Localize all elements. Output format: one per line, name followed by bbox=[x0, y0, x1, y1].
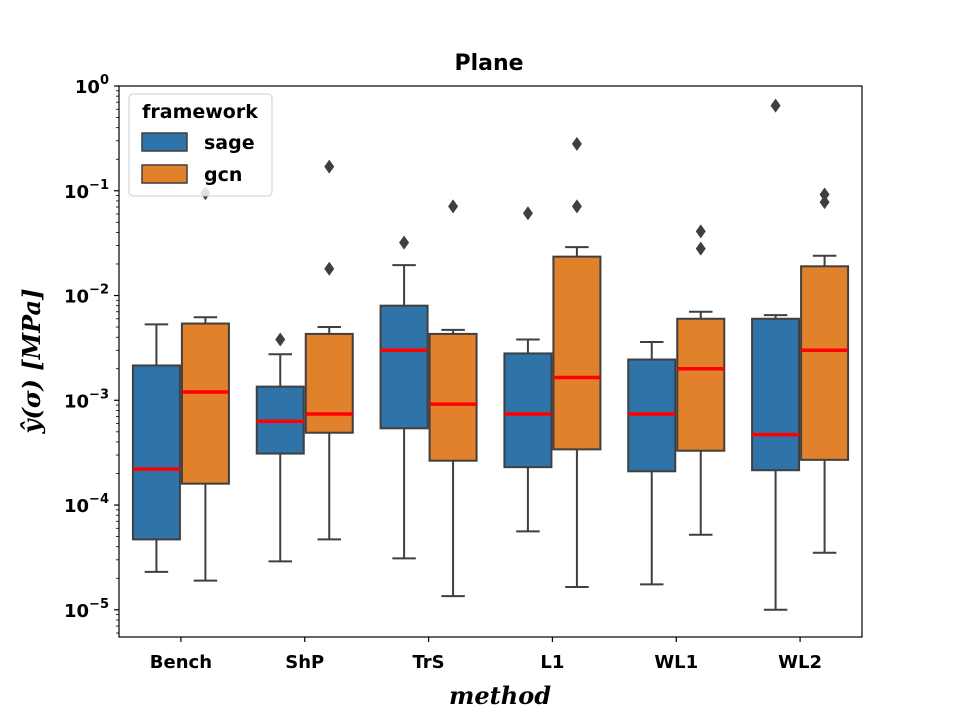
x-tick-label-trs: TrS bbox=[413, 652, 445, 673]
legend-label-sage: sage bbox=[204, 132, 255, 154]
outlier-sage-l1-0 bbox=[522, 206, 533, 221]
plot-area bbox=[131, 98, 850, 611]
y-tick-label: 100 bbox=[75, 73, 109, 98]
y-axis-label: ŷ(σ) [MPa] bbox=[17, 289, 46, 435]
box-sage-bench bbox=[131, 364, 181, 541]
outlier-gcn-shp-1 bbox=[324, 159, 335, 174]
outlier-gcn-l1-1 bbox=[571, 136, 582, 151]
plot-frame bbox=[118, 85, 863, 638]
y-tick-label: 10−3 bbox=[64, 387, 109, 412]
outlier-gcn-l1-0 bbox=[571, 199, 582, 214]
outlier-gcn-wl1-0 bbox=[695, 241, 706, 256]
outlier-sage-wl2-0 bbox=[770, 98, 781, 113]
y-tick-label: 10−1 bbox=[64, 178, 109, 203]
box-gcn-trs bbox=[428, 332, 478, 462]
legend-swatch-gcn bbox=[141, 164, 188, 184]
legend-label-gcn: gcn bbox=[204, 164, 242, 186]
box-gcn-wl1 bbox=[676, 317, 726, 452]
x-axis: Bench ShP TrS L1 WL1 WL2 bbox=[150, 637, 822, 673]
box-gcn-shp bbox=[304, 332, 354, 434]
y-tick-label: 10−4 bbox=[64, 492, 109, 517]
box-sage-l1 bbox=[503, 352, 553, 469]
outlier-sage-shp-0 bbox=[275, 332, 286, 347]
box-sage-trs bbox=[379, 304, 429, 430]
box-gcn-l1 bbox=[552, 255, 602, 451]
legend-swatch-sage bbox=[141, 132, 188, 152]
y-tick-label: 10−5 bbox=[64, 597, 109, 622]
y-tick-label: 10−2 bbox=[64, 283, 109, 308]
outlier-gcn-shp-0 bbox=[324, 261, 335, 276]
box-gcn-wl2 bbox=[800, 265, 850, 461]
x-tick-label-l1: L1 bbox=[540, 652, 564, 673]
outlier-gcn-wl2-0 bbox=[819, 195, 830, 210]
legend: framework sage gcn bbox=[128, 93, 273, 197]
x-tick-label-wl2: WL2 bbox=[778, 652, 822, 673]
y-axis: 10−5 10−4 10−3 10−2 10−1 100 bbox=[64, 73, 119, 634]
x-tick-label-shp: ShP bbox=[285, 652, 324, 673]
legend-title: framework bbox=[142, 101, 258, 123]
outlier-gcn-wl1-1 bbox=[695, 224, 706, 239]
outlier-gcn-wl2-1 bbox=[819, 187, 830, 202]
box-gcn-bench bbox=[180, 322, 230, 485]
outlier-sage-trs-0 bbox=[399, 235, 410, 250]
box-sage-wl2 bbox=[751, 317, 801, 472]
chart-title: Plane bbox=[454, 51, 523, 76]
x-tick-label-wl1: WL1 bbox=[654, 652, 698, 673]
x-tick-label-bench: Bench bbox=[150, 652, 212, 673]
outlier-gcn-trs-0 bbox=[448, 199, 459, 214]
x-axis-label: method bbox=[449, 681, 551, 710]
